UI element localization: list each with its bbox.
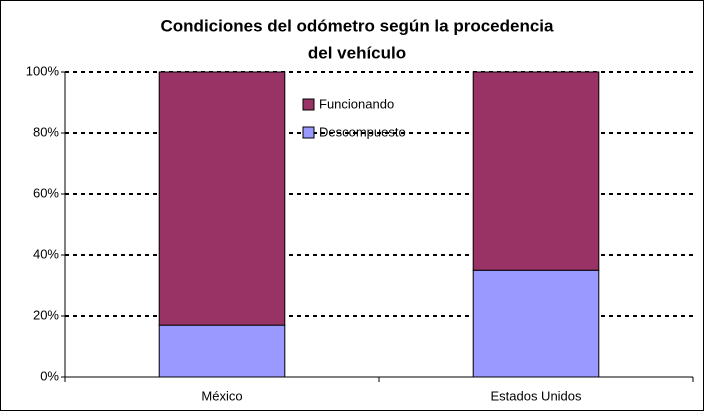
legend-swatch: [302, 98, 315, 111]
legend-swatch: [302, 126, 315, 139]
bar-segment: [472, 269, 600, 378]
bar-segment: [158, 324, 286, 378]
x-tick-label: México: [201, 388, 242, 403]
chart-title: Condiciones del odómetro según la proced…: [161, 16, 555, 35]
y-tick-label: 80%: [33, 124, 59, 139]
chart-subtitle: del vehículo: [308, 43, 406, 62]
y-tick-label: 100%: [26, 63, 60, 78]
y-tick-label: 60%: [33, 185, 59, 200]
y-tick-label: 40%: [33, 246, 59, 261]
legend-label: Descompuesto: [319, 124, 406, 139]
legend-label: Funcionando: [319, 96, 394, 111]
bar-segment: [158, 71, 286, 326]
bar-segment: [472, 71, 600, 271]
y-tick-label: 0%: [40, 368, 59, 383]
y-tick-label: 20%: [33, 307, 59, 322]
x-tick-label: Estados Unidos: [490, 388, 582, 403]
